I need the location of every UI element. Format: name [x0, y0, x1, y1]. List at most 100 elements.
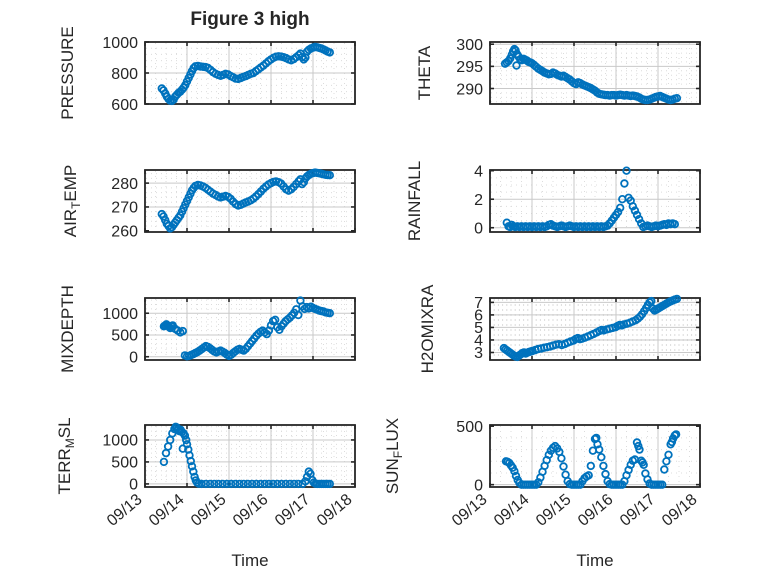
- y-tick-label: 0: [474, 220, 483, 237]
- x-axis-label-left: Time: [231, 551, 269, 570]
- subplot-rainfall: 0 2 4 RAINFALL: [405, 161, 701, 241]
- y-tick-label: 2: [474, 192, 483, 209]
- data-points: [157, 168, 334, 233]
- data-point-marker: [205, 479, 215, 489]
- x-tick-label: 09/14: [146, 491, 188, 530]
- data-points: [159, 296, 334, 361]
- data-point-marker: [180, 431, 190, 440]
- data-point-marker: [178, 444, 187, 453]
- data-point-marker: [660, 465, 669, 474]
- data-point-marker: [635, 445, 644, 454]
- y-axis-label: THETA: [415, 45, 434, 100]
- data-point-marker: [671, 430, 681, 439]
- y-tick-label: 0: [129, 477, 138, 494]
- y-tick-label: 260: [111, 224, 138, 241]
- data-points: [157, 42, 334, 106]
- y-tick-label: 500: [111, 328, 138, 345]
- data-point-marker: [247, 479, 257, 489]
- data-point-marker: [595, 445, 604, 454]
- data-point-marker: [271, 315, 280, 324]
- tick-marks: [144, 170, 356, 232]
- y-tick-label: 5: [474, 320, 483, 337]
- x-tick-label: 09/15: [533, 491, 575, 530]
- y-axis-label: PRESSURE: [58, 26, 77, 120]
- y-axis-label: H2OMIXRA: [418, 284, 437, 373]
- data-points: [499, 294, 682, 362]
- x-tick-label: 09/13: [449, 491, 491, 530]
- y-tick-label: 7: [474, 295, 483, 312]
- data-points: [502, 166, 679, 232]
- y-tick-label: 280: [111, 176, 138, 193]
- data-point-marker: [294, 479, 303, 489]
- tick-marks: [489, 42, 701, 104]
- data-point-marker: [613, 207, 623, 217]
- x-tick-label: 09/17: [272, 491, 314, 530]
- data-point-marker: [664, 450, 673, 459]
- data-point-marker: [182, 440, 192, 449]
- x-tick-label: 09/16: [575, 491, 617, 530]
- data-point-marker: [599, 461, 608, 471]
- x-tick-label: 09/18: [314, 491, 356, 530]
- data-point-marker: [289, 479, 299, 489]
- y-tick-label: 800: [111, 66, 138, 83]
- data-point-marker: [672, 93, 682, 103]
- data-point-marker: [601, 469, 610, 479]
- data-point-marker: [630, 206, 640, 215]
- axes-box: [489, 169, 701, 233]
- subplot-terr_msl: 0 500 1000 09/13 09/14 09/15 09/16 09/17 09/18 TE…: [55, 417, 356, 530]
- y-tick-label: 3: [474, 345, 483, 362]
- x-axis-label-right: Time: [576, 551, 614, 570]
- data-point-marker: [584, 471, 593, 480]
- data-point-marker: [189, 467, 198, 476]
- data-point-marker: [643, 475, 652, 484]
- y-tick-label: 600: [111, 97, 138, 114]
- data-points: [159, 422, 334, 489]
- data-points: [500, 44, 682, 105]
- data-point-marker: [277, 479, 286, 489]
- data-point-marker: [616, 203, 625, 212]
- y-axis-label: RAINFALL: [405, 161, 424, 241]
- y-tick-label: 270: [111, 200, 138, 217]
- data-point-marker: [622, 166, 631, 175]
- data-point-marker: [672, 294, 682, 304]
- data-points: [501, 430, 681, 489]
- axes-box: [489, 424, 701, 488]
- data-point-marker: [260, 479, 269, 489]
- subplot-air_temp: 260 270 280 AIRTEMP: [61, 165, 356, 241]
- data-point-marker: [281, 479, 290, 489]
- data-point-marker: [325, 479, 334, 489]
- subplot-sun_flux: 0 500 09/13 09/14 09/15 09/16 09/17 09/18 SUNFLU…: [383, 418, 701, 530]
- y-tick-label: 6: [474, 308, 483, 325]
- y-tick-label: 500: [456, 419, 483, 436]
- data-point-marker: [210, 479, 219, 489]
- x-tick-label: 09/17: [617, 491, 659, 530]
- x-tick-label: 09/14: [491, 491, 533, 530]
- data-point-marker: [214, 479, 223, 489]
- axes-box: [489, 41, 701, 105]
- y-tick-label: 1000: [102, 306, 138, 323]
- data-point-marker: [264, 479, 274, 489]
- data-point-marker: [597, 453, 606, 462]
- data-point-marker: [187, 462, 197, 471]
- y-tick-label: 4: [474, 163, 483, 180]
- data-point-marker: [197, 479, 206, 489]
- x-tick-label: 09/16: [230, 491, 272, 530]
- data-point-marker: [628, 202, 637, 211]
- data-point-marker: [620, 179, 629, 188]
- data-point-marker: [658, 480, 667, 489]
- data-point-marker: [285, 479, 295, 489]
- data-point-marker: [178, 326, 187, 336]
- data-point-marker: [559, 462, 568, 471]
- data-point-marker: [256, 479, 265, 489]
- data-point-marker: [201, 479, 211, 489]
- data-point-marker: [294, 310, 303, 320]
- y-tick-label: 1000: [102, 35, 138, 52]
- tick-marks: [144, 41, 356, 105]
- data-point-marker: [325, 170, 334, 180]
- y-axis-label: SUNFLUX: [383, 418, 405, 494]
- x-tick-label: 09/13: [104, 491, 146, 530]
- y-axis-label: TERRMSL: [55, 417, 77, 494]
- y-tick-label: 1000: [102, 433, 138, 450]
